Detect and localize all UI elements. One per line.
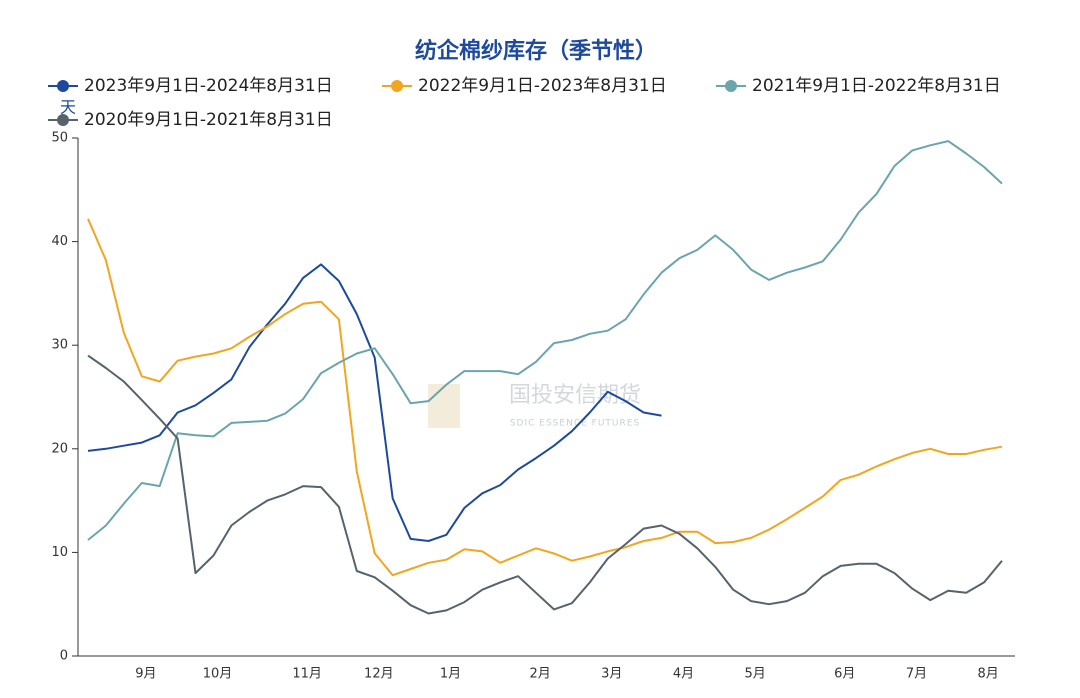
y-tick-label: 20 [51,441,68,456]
legend-label: 2023年9月1日-2024年8月31日 [84,76,333,96]
legend-label: 2020年9月1日-2021年8月31日 [84,110,333,130]
x-tick-label: 8月 [978,667,999,682]
series-line [87,218,1003,577]
legend-marker [57,114,69,126]
y-axis-label: 天 [60,98,76,117]
x-tick-label: 3月 [601,667,622,682]
x-tick-label: 10月 [203,667,233,682]
y-tick-label: 10 [51,545,68,560]
watermark: 国投安信期货 [509,383,641,408]
legend-marker [391,80,403,92]
legend-marker [57,80,69,92]
series-line [87,354,1003,615]
x-tick-label: 4月 [673,667,694,682]
x-tick-label: 11月 [292,667,322,682]
legend-label: 2021年9月1日-2022年8月31日 [752,76,1001,96]
series-line [87,263,662,542]
x-tick-label: 6月 [834,667,855,682]
legend-marker [725,80,737,92]
watermark-sub: SDIC ESSENCE FUTURES [510,419,640,429]
chart-title: 纺企棉纱库存（季节性） [415,38,657,64]
y-tick-label: 50 [51,131,68,146]
legend-label: 2022年9月1日-2023年8月31日 [418,76,667,96]
x-tick-label: 9月 [135,667,156,682]
watermark-logo [428,384,460,428]
x-tick-label: 7月 [906,667,927,682]
y-tick-label: 0 [60,649,68,664]
y-tick-label: 30 [51,338,68,353]
x-tick-label: 1月 [440,667,461,682]
series-line [87,140,1003,541]
x-tick-label: 2月 [529,667,550,682]
x-tick-label: 12月 [364,667,394,682]
y-tick-label: 40 [51,234,68,249]
x-tick-label: 5月 [745,667,766,682]
